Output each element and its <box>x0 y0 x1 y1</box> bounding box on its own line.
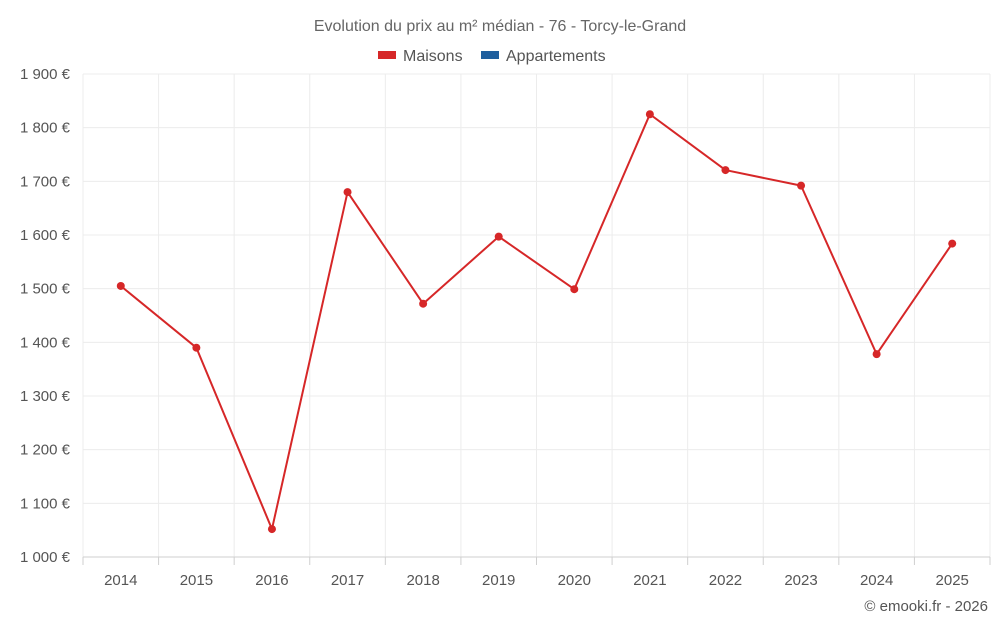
data-point-maisons[interactable] <box>494 232 503 241</box>
x-tick-label: 2016 <box>255 572 288 589</box>
data-point-maisons[interactable] <box>645 110 654 119</box>
x-tick-label: 2017 <box>331 572 364 589</box>
y-tick-label: 1 000 € <box>20 549 71 566</box>
x-tick-label: 2018 <box>406 572 439 589</box>
y-tick-label: 1 800 € <box>20 120 71 137</box>
axes: 1 000 € 1 100 € 1 200 € 1 300 € 1 400 € 1 500… <box>20 66 991 589</box>
legend-label-maisons: Maisons <box>403 48 463 65</box>
y-tick-label: 1 200 € <box>20 442 71 459</box>
data-point-maisons[interactable] <box>267 525 276 534</box>
x-tick-label: 2023 <box>784 572 817 589</box>
x-tick-label: 2015 <box>180 572 213 589</box>
legend-label-appartements: Appartements <box>506 48 606 65</box>
y-tick-label: 1 700 € <box>20 173 71 190</box>
x-tick-label: 2024 <box>860 572 893 589</box>
legend-swatch-maisons <box>378 51 396 59</box>
legend: Maisons Appartements <box>378 48 606 65</box>
legend-item-appartements[interactable]: Appartements <box>481 48 606 65</box>
y-tick-label: 1 300 € <box>20 388 71 405</box>
x-tick-label: 2019 <box>482 572 515 589</box>
series-line-maisons <box>120 113 954 531</box>
data-point-maisons[interactable] <box>116 281 125 290</box>
data-point-maisons[interactable] <box>570 285 579 294</box>
data-point-maisons[interactable] <box>948 239 957 248</box>
x-tick-label: 2020 <box>558 572 591 589</box>
y-tick-label: 1 400 € <box>20 334 71 351</box>
x-tick-label: 2025 <box>936 572 969 589</box>
data-point-maisons[interactable] <box>419 299 428 308</box>
data-point-maisons[interactable] <box>872 350 881 359</box>
y-tick-label: 1 900 € <box>20 66 71 83</box>
x-tick-label: 2021 <box>633 572 666 589</box>
series-maisons <box>116 110 957 534</box>
chart-title: Evolution du prix au m² médian - 76 - To… <box>314 18 686 35</box>
legend-swatch-appartements <box>481 51 499 59</box>
data-point-maisons[interactable] <box>343 188 352 197</box>
y-tick-label: 1 600 € <box>20 227 71 244</box>
y-tick-label: 1 100 € <box>20 495 71 512</box>
legend-item-maisons[interactable]: Maisons <box>378 48 463 65</box>
grid <box>82 73 991 557</box>
data-point-maisons[interactable] <box>797 181 806 190</box>
y-tick-label: 1 500 € <box>20 281 71 298</box>
credit-text: © emooki.fr - 2026 <box>864 598 988 615</box>
x-tick-label: 2022 <box>709 572 742 589</box>
x-tick-label: 2014 <box>104 572 137 589</box>
data-point-maisons[interactable] <box>192 343 201 352</box>
data-point-maisons[interactable] <box>721 166 730 175</box>
